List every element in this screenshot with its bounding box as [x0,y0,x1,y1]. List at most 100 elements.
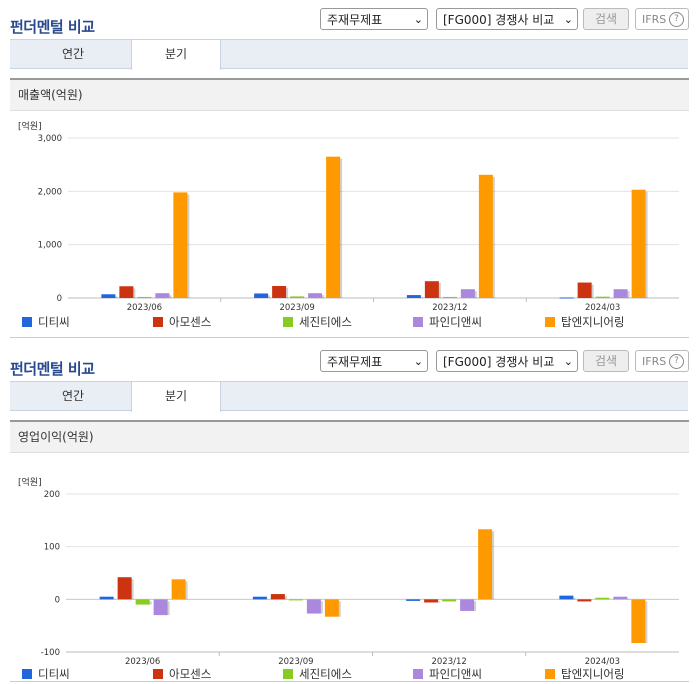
legend-label: 파인디앤씨 [429,667,482,680]
peer-group-select[interactable]: [FG000] 경쟁사 비교 ⌄ [436,350,578,372]
legend-label: 디티씨 [38,315,70,329]
ifrs-label: IFRS [642,355,667,368]
x-tick-label: 2023/12 [431,657,466,667]
y-tick-label: 0 [55,595,60,605]
peer-group-select-value: [FG000] 경쟁사 비교 [443,355,555,369]
bar-shadow [113,598,116,600]
x-tick-label: 2024/03 [585,303,620,313]
statement-select-value: 주재무제표 [327,13,383,27]
unit-label: [억원] [18,476,42,488]
search-button[interactable]: 검색 [583,350,629,372]
panel-header: 펀더멘털 비교 주재무제표 ⌄ [FG000] 경쟁사 비교 ⌄ 검색 IFRS… [0,8,696,42]
statement-select[interactable]: 주재무제표 ⌄ [320,8,428,30]
bar-shadow [645,601,648,644]
panel-title: 펀더멘털 비교 [10,360,95,378]
bar [442,599,457,602]
fundamental-panel-operating-profit: 펀더멘털 비교 주재무제표 ⌄ [FG000] 경쟁사 비교 ⌄ 검색 IFRS… [0,350,696,684]
bar-shadow [627,598,630,600]
bar [613,596,628,600]
statement-select[interactable]: 주재무제표 ⌄ [320,350,428,372]
y-tick-label: 1,000 [38,241,62,251]
bar-shadow [492,531,495,600]
tab-annual[interactable]: 연간 [61,47,85,61]
chevron-down-icon: ⌄ [563,355,573,368]
bar-shadow [268,295,271,298]
search-button[interactable]: 검색 [583,8,629,30]
bar [424,599,439,603]
legend-swatch [153,317,163,327]
x-tick-label: 2023/09 [279,303,314,313]
bar-shadow [420,297,423,298]
panel-title: 펀더멘털 비교 [10,18,95,36]
unit-label: [억원] [18,120,42,132]
bar [101,294,116,298]
ifrs-label: IFRS [642,13,667,26]
bar [478,529,493,600]
bar-shadow [284,596,287,600]
fundamental-panel-revenue: 펀더멘털 비교 주재무제표 ⌄ [FG000] 경쟁사 비교 ⌄ 검색 IFRS… [0,8,696,338]
bar-shadow [438,283,441,298]
bar [460,599,475,611]
chevron-down-icon: ⌄ [413,355,423,368]
bar [631,599,646,644]
y-tick-label: 100 [44,543,60,553]
tab-quarterly[interactable]: 분기 [131,382,221,412]
x-tick-label: 2024/03 [585,657,620,667]
x-tick-label: 2023/09 [278,657,313,667]
bar [559,297,574,299]
bar-shadow [573,597,576,600]
ifrs-help-button[interactable]: IFRS ? [635,350,689,372]
bar [155,293,170,298]
x-tick-label: 2023/12 [432,303,467,313]
bar [252,596,267,600]
legend-swatch [22,317,32,327]
x-tick-label: 2023/06 [125,657,160,667]
bar-shadow [322,295,325,298]
legend-label: 아모센스 [169,667,211,680]
y-tick-label: 200 [44,490,60,500]
bar [137,296,152,298]
y-tick-label: 0 [57,294,62,304]
tab-quarterly[interactable]: 분기 [131,40,221,70]
bar-shadow [187,194,190,298]
bar [306,599,321,614]
peer-group-select[interactable]: [FG000] 경쟁사 비교 ⌄ [436,8,578,30]
bar [631,189,646,298]
period-tabs: 연간 분기 [10,39,688,70]
bar-shadow [115,296,118,298]
bar-shadow [266,598,269,600]
legend-swatch [413,669,423,679]
tab-annual[interactable]: 연간 [61,389,85,403]
bar [559,595,574,600]
ifrs-help-button[interactable]: IFRS ? [635,8,689,30]
bar-shadow [474,601,477,611]
bar [270,594,285,600]
bar [595,597,610,600]
bar-shadow [645,191,648,298]
legend-swatch [283,669,293,679]
legend-label: 세진티에스 [299,667,352,680]
legend-label: 아모센스 [169,315,211,329]
peer-group-select-value: [FG000] 경쟁사 비교 [443,13,555,27]
bar [442,296,457,298]
bar [324,599,339,617]
bar [254,293,269,298]
operating-profit-chart: [억원] -100 0 100 200 2023/06 2023/09 2023/12 2024… [18,476,679,680]
bar [173,192,188,298]
bar [135,599,150,605]
bar-shadow [627,291,630,298]
bar [478,174,493,298]
bar [119,286,134,298]
y-tick-label: -100 [41,648,60,658]
bar-shadow [286,288,289,298]
legend-label: 세진티에스 [299,315,352,329]
bar-shadow [320,601,323,614]
legend-swatch [413,317,423,327]
bar-shadow [338,601,341,617]
bar [460,289,475,298]
chart-title: 매출액(억원) [10,80,689,111]
bar-shadow [185,581,188,600]
bar-shadow [492,176,495,298]
bar [424,281,439,298]
legend-label: 탑엔지니어링 [561,315,624,329]
